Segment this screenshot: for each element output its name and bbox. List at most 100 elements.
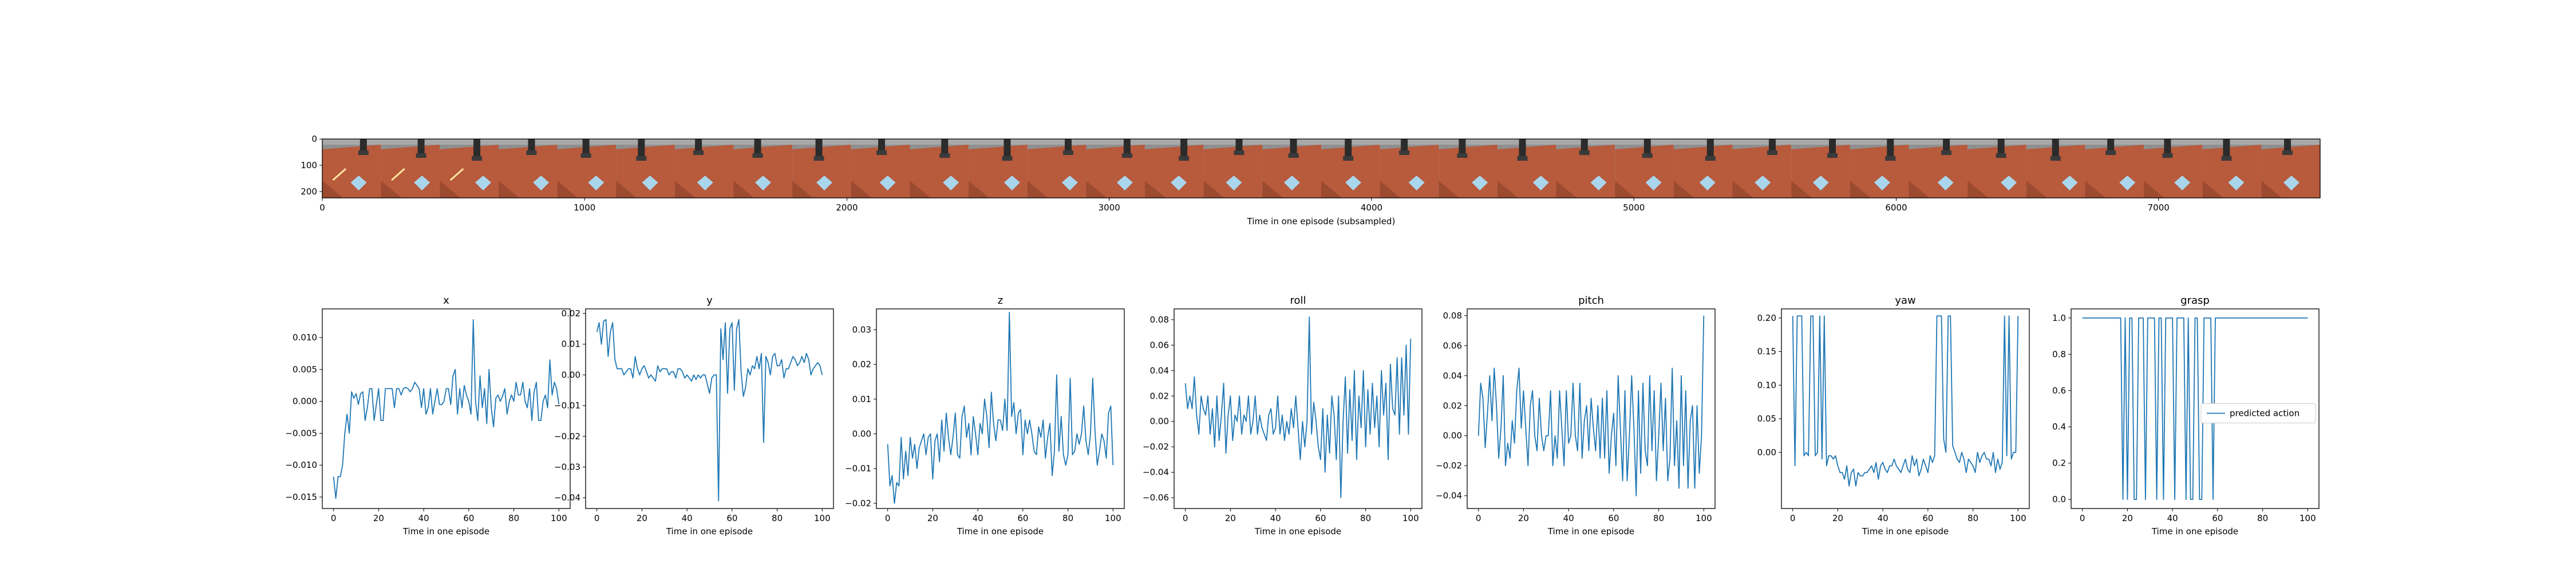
gripper — [1943, 139, 1950, 152]
x-tick-label: 100 — [1105, 513, 1121, 523]
subplot-grasp: grasp 0 20 40 60 80 100 0.0 0.2 0.4 0.6 0.8 1.0 Time … — [2052, 295, 2320, 537]
subplot-pitch: pitch 0 20 40 60 80 100 −0.04 −0.02 0.00 0.02 0.04 0… — [1436, 295, 1716, 537]
cloth-patch — [1226, 176, 1242, 190]
cloth-patch — [2061, 176, 2078, 190]
filmstrip-x-label: Time in one episode (subsampled) — [1247, 216, 1396, 227]
filmstrip-frame — [2085, 139, 2144, 198]
y-tick-label: −0.02 — [1143, 442, 1169, 452]
filmstrip-frame — [2144, 139, 2203, 198]
gripper — [1064, 139, 1072, 152]
y-tick-label: 0.15 — [1757, 347, 1776, 357]
cloth-patch — [1283, 176, 1300, 190]
filmstrip-ticks: 0 1000 2000 3000 4000 5000 6000 7000 0 100 200 — [301, 134, 2169, 213]
legend-box — [2200, 403, 2316, 423]
filmstrip-x-tick-label: 4000 — [1361, 202, 1382, 213]
y-tick-label: −0.015 — [285, 492, 317, 502]
x-tick-label: 0 — [1183, 513, 1188, 523]
filmstrip-frame — [1967, 139, 2026, 198]
cloth-patch — [879, 176, 896, 190]
y-tick-label: 0.02 — [562, 308, 580, 319]
filmstrip-frame — [969, 139, 1028, 198]
filmstrip-frame — [1615, 139, 1674, 198]
y-tick-label: 0.05 — [1757, 414, 1776, 424]
filmstrip-x-tick-label: 7000 — [2148, 202, 2170, 213]
y-tick-label: 0.02 — [852, 359, 871, 370]
gripper — [1828, 139, 1836, 154]
x-tick-label: 20 — [1832, 513, 1843, 523]
cloth-patch — [1874, 176, 1890, 190]
y-tick-label: −0.01 — [845, 463, 871, 474]
filmstrip-frame — [1086, 139, 1145, 198]
gripper — [1235, 139, 1243, 152]
x-tick-label: 100 — [2300, 513, 2316, 523]
cloth-patch — [1812, 176, 1829, 190]
subplot-title: roll — [1290, 295, 1306, 307]
x-tick-label: 60 — [463, 513, 474, 523]
x-tick-label: 20 — [637, 513, 647, 523]
legend: predicted action — [2200, 403, 2316, 423]
filmstrip-frame — [1791, 139, 1850, 198]
y-tick-label: −0.04 — [1143, 467, 1169, 478]
y-tick-label: −0.02 — [554, 431, 580, 442]
filmstrip-frame — [1732, 139, 1792, 198]
gripper — [1519, 139, 1526, 157]
filmstrip-frame — [2202, 139, 2262, 198]
cloth-patch — [1645, 176, 1662, 190]
filmstrip-x-tick-label: 6000 — [1885, 202, 1907, 213]
x-tick-label: 80 — [1967, 513, 1978, 523]
filmstrip-frame — [381, 139, 440, 198]
y-tick-label: 0.4 — [2052, 422, 2066, 432]
gripper — [1997, 139, 2005, 154]
cloth-patch — [1472, 176, 1488, 190]
x-tick-label: 60 — [1922, 513, 1933, 523]
x-tick-label: 100 — [814, 513, 831, 523]
x-tick-label: 40 — [1563, 513, 1574, 523]
filmstrip-y-tick-label: 100 — [301, 160, 317, 170]
gripper — [878, 139, 886, 152]
gripper — [1887, 139, 1894, 157]
cloth-patch — [2283, 176, 2300, 190]
subplot-title: pitch — [1578, 295, 1604, 307]
filmstrip-x-tick-label: 3000 — [1099, 202, 1120, 213]
cloth-patch — [1408, 176, 1425, 190]
x-axis-label: Time in one episode — [1254, 526, 1341, 537]
cloth-patch — [588, 176, 605, 190]
filmstrip-frame — [733, 139, 793, 198]
x-axis-label: Time in one episode — [666, 526, 753, 537]
cloth-patch — [414, 176, 430, 190]
x-tick-label: 40 — [682, 513, 693, 523]
cloth-patch — [2174, 176, 2191, 190]
axes-frame — [585, 308, 834, 509]
subplot-x: x 0 20 40 60 80 100 −0.015 −0.010 −0.005 0.000 0.00… — [285, 295, 571, 537]
cloth-patch — [533, 176, 550, 190]
y-tick-label: 0.04 — [1150, 366, 1169, 376]
y-tick-label: 0.02 — [1443, 400, 1462, 411]
x-tick-label: 0 — [885, 513, 891, 523]
gripper — [1401, 139, 1408, 152]
gripper — [1003, 139, 1011, 157]
x-axis-label: Time in one episode — [957, 526, 1044, 537]
subplot-title: yaw — [1895, 295, 1915, 307]
gripper — [815, 139, 823, 157]
cloth-patch — [2001, 176, 2017, 190]
y-tick-label: 0.02 — [1150, 391, 1169, 401]
x-tick-label: 40 — [1270, 513, 1281, 523]
y-tick-label: 0.00 — [1443, 431, 1462, 441]
x-tick-label: 60 — [1017, 513, 1028, 523]
filmstrip-y-tick-label: 200 — [301, 186, 317, 197]
x-tick-label: 80 — [772, 513, 783, 523]
cloth-patch — [1699, 176, 1716, 190]
y-tick-label: 0.06 — [1443, 340, 1462, 351]
y-tick-label: −0.010 — [285, 460, 317, 470]
x-tick-label: 40 — [1878, 513, 1888, 523]
x-tick-label: 60 — [2212, 513, 2223, 523]
y-tick-label: 0.00 — [1757, 447, 1776, 458]
y-tick-label: 0.08 — [1443, 311, 1462, 321]
y-tick-label: 0.01 — [562, 339, 580, 349]
cloth-patch — [1345, 176, 1361, 190]
y-tick-label: −0.04 — [1436, 491, 1462, 501]
filmstrip-frame — [1556, 139, 1615, 198]
filmstrip-frame — [1497, 139, 1556, 198]
cloth-patch — [697, 176, 713, 190]
y-tick-label: 0.00 — [562, 370, 580, 380]
